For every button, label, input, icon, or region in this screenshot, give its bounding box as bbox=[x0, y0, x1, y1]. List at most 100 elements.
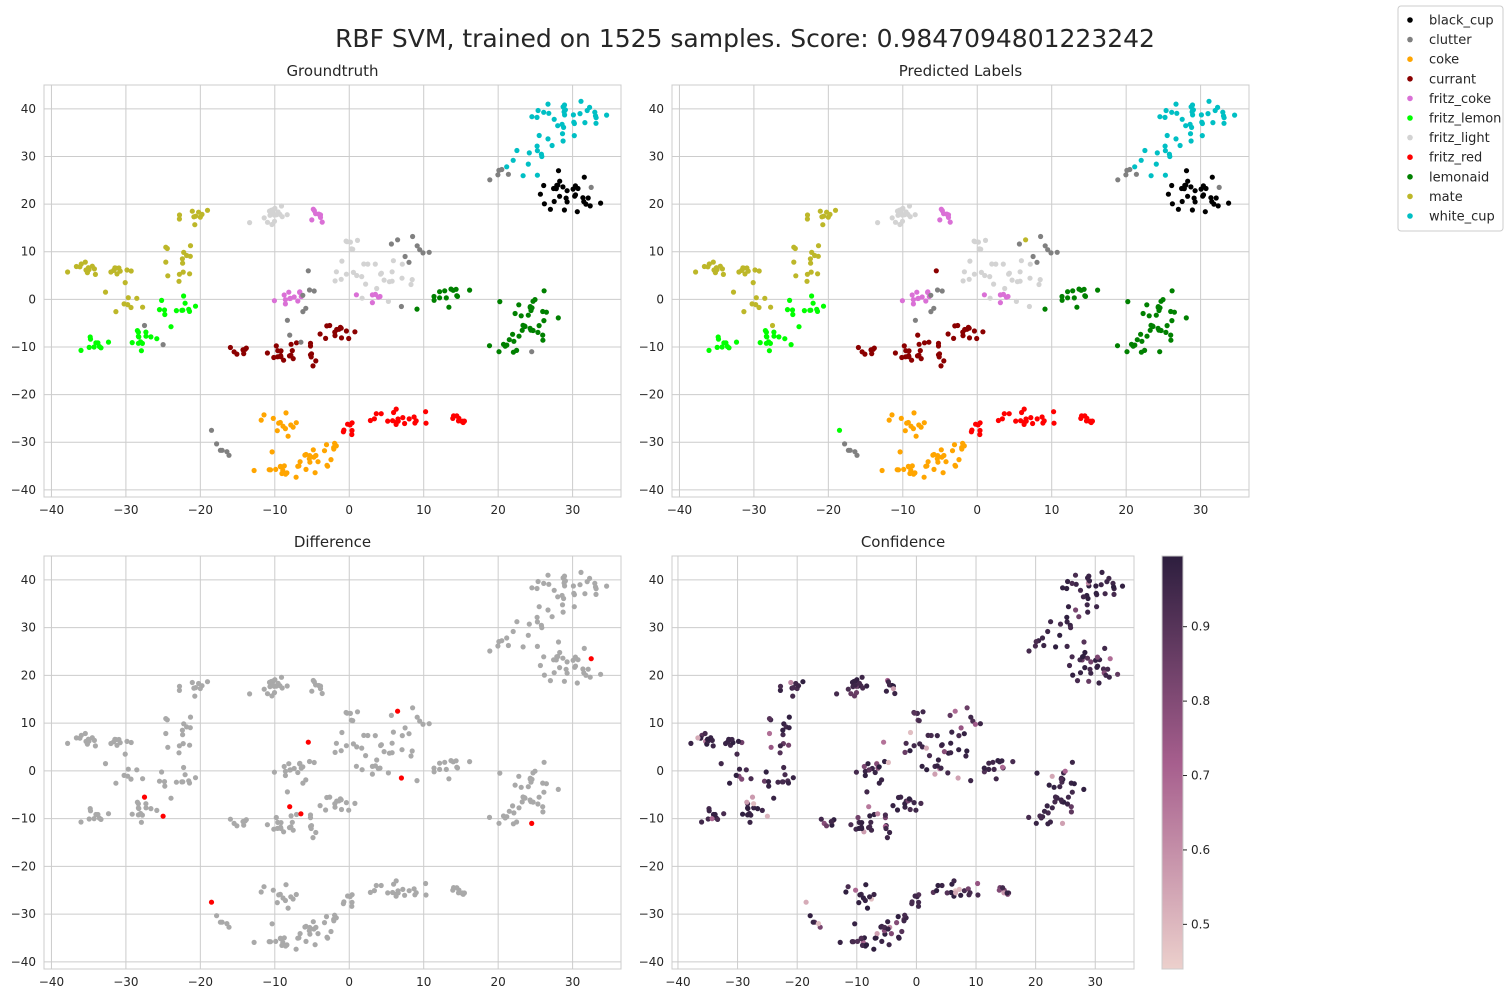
data-point bbox=[571, 604, 577, 610]
data-point bbox=[1148, 322, 1154, 328]
y-tick-label: −40 bbox=[639, 483, 664, 497]
data-point bbox=[885, 679, 892, 685]
data-point bbox=[393, 878, 399, 884]
data-point bbox=[417, 247, 423, 253]
data-point bbox=[298, 339, 304, 345]
data-point bbox=[948, 750, 954, 756]
data-point bbox=[1041, 642, 1047, 649]
data-point bbox=[1065, 578, 1071, 585]
data-point bbox=[561, 124, 567, 130]
data-point bbox=[912, 317, 919, 323]
data-point bbox=[559, 131, 566, 137]
data-point bbox=[1115, 671, 1121, 677]
data-point bbox=[885, 759, 892, 766]
data-point bbox=[975, 880, 981, 887]
data-point bbox=[1182, 182, 1188, 188]
data-point bbox=[311, 208, 317, 214]
figure-title: RBF SVM, trained on 1525 samples. Score:… bbox=[335, 24, 1155, 53]
data-point bbox=[217, 447, 223, 453]
data-point bbox=[902, 428, 908, 434]
data-point bbox=[1162, 143, 1168, 149]
legend-marker bbox=[1407, 174, 1413, 180]
data-point bbox=[876, 780, 882, 786]
data-point bbox=[180, 307, 186, 313]
data-point bbox=[1068, 804, 1074, 810]
data-point bbox=[1106, 674, 1112, 680]
data-point bbox=[410, 705, 416, 711]
data-point bbox=[402, 253, 408, 260]
y-tick-label: 10 bbox=[649, 716, 664, 730]
data-point bbox=[820, 222, 826, 228]
data-point bbox=[991, 281, 997, 287]
data-point bbox=[710, 743, 716, 749]
data-point bbox=[862, 768, 868, 774]
data-point bbox=[1065, 604, 1072, 610]
data-point bbox=[289, 819, 295, 825]
data-point bbox=[332, 801, 338, 807]
data-point bbox=[986, 766, 992, 773]
data-point bbox=[791, 244, 797, 250]
data-point bbox=[952, 462, 958, 468]
data-point bbox=[756, 304, 762, 311]
data-point bbox=[505, 642, 511, 649]
legend-label: coke bbox=[1429, 53, 1459, 68]
data-point bbox=[442, 288, 448, 294]
data-point bbox=[270, 211, 276, 217]
data-point bbox=[227, 344, 233, 351]
data-point bbox=[885, 926, 891, 932]
data-point bbox=[571, 590, 577, 596]
data-point bbox=[795, 683, 802, 689]
data-point bbox=[709, 816, 715, 822]
data-point bbox=[1026, 814, 1032, 821]
data-point bbox=[204, 679, 211, 685]
x-tick-label: −40 bbox=[665, 975, 690, 989]
data-point bbox=[719, 344, 725, 350]
data-point bbox=[914, 289, 920, 295]
data-point bbox=[753, 295, 759, 301]
data-point bbox=[904, 420, 910, 426]
data-point bbox=[938, 447, 944, 453]
data-point bbox=[780, 727, 786, 733]
data-point bbox=[372, 763, 378, 769]
data-point bbox=[935, 453, 941, 459]
data-point bbox=[486, 343, 493, 349]
data-point bbox=[555, 315, 561, 321]
x-tick-label: 10 bbox=[416, 975, 431, 989]
data-point bbox=[431, 297, 437, 303]
data-point bbox=[1071, 781, 1077, 787]
data-point bbox=[278, 825, 284, 832]
data-point bbox=[771, 329, 777, 335]
data-point bbox=[398, 303, 404, 310]
data-point bbox=[1099, 569, 1105, 576]
data-point bbox=[371, 888, 377, 894]
data-point bbox=[906, 203, 913, 209]
data-point bbox=[165, 744, 171, 750]
data-point bbox=[534, 585, 540, 592]
data-point bbox=[128, 776, 134, 782]
data-point bbox=[273, 814, 279, 821]
data-point bbox=[859, 820, 865, 826]
data-point bbox=[543, 781, 550, 787]
data-point bbox=[467, 759, 473, 765]
data-point bbox=[143, 333, 149, 339]
data-point bbox=[804, 278, 810, 284]
data-point bbox=[789, 307, 796, 313]
data-point bbox=[406, 416, 412, 422]
x-tick-label: −10 bbox=[262, 503, 287, 517]
data-point bbox=[140, 304, 146, 310]
data-point bbox=[353, 763, 359, 769]
data-point bbox=[539, 625, 545, 631]
data-point bbox=[1070, 288, 1076, 294]
data-point bbox=[895, 794, 902, 801]
data-point bbox=[176, 750, 182, 756]
data-point bbox=[947, 712, 953, 719]
data-point bbox=[829, 818, 835, 825]
data-point bbox=[587, 674, 593, 680]
data-point bbox=[139, 812, 145, 818]
data-point bbox=[518, 313, 524, 319]
data-point bbox=[788, 679, 794, 686]
data-point bbox=[1026, 303, 1032, 310]
x-tick-label: 10 bbox=[1044, 503, 1059, 517]
data-point bbox=[319, 219, 325, 225]
data-point bbox=[176, 212, 183, 218]
